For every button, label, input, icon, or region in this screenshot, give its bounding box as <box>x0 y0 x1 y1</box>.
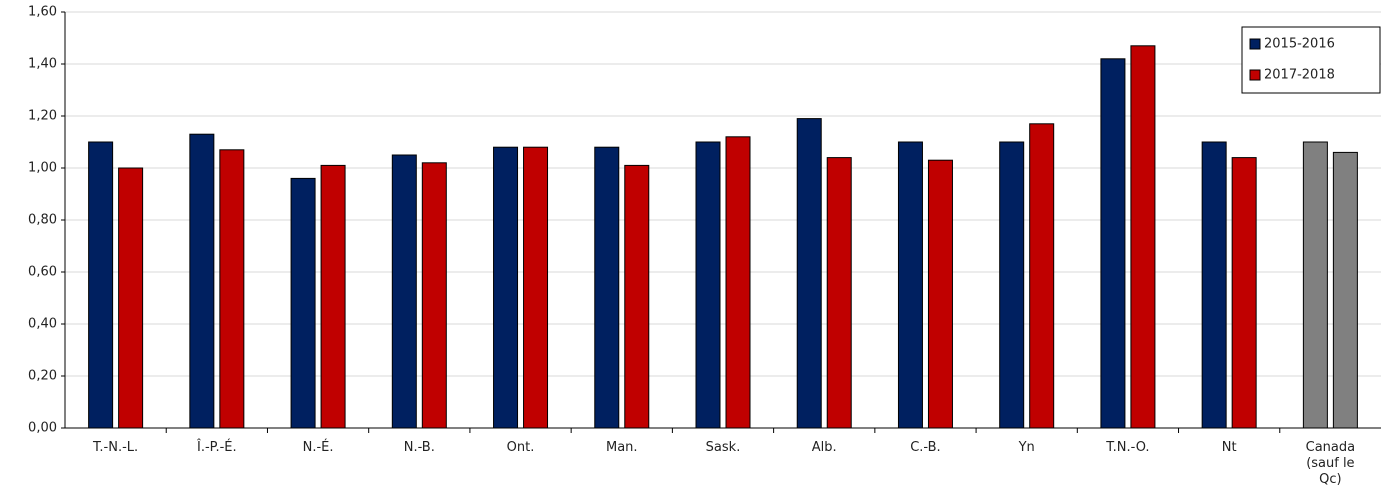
bar <box>391 154 417 429</box>
legend-swatch <box>1249 38 1261 50</box>
bar <box>927 159 953 429</box>
y-tick-label: 0,00 <box>28 421 57 436</box>
x-tick-label: T.N.-O. <box>1106 440 1150 455</box>
bar <box>796 118 822 429</box>
bar <box>1302 141 1328 429</box>
bar <box>897 141 923 429</box>
bar <box>1231 157 1257 429</box>
legend-swatch <box>1249 69 1261 81</box>
bar <box>118 167 144 429</box>
bar <box>219 149 245 429</box>
y-tick-label: 0,80 <box>28 213 57 228</box>
x-tick-label: N.-B. <box>403 440 435 455</box>
bar <box>1029 123 1055 429</box>
bar <box>725 136 751 429</box>
x-tick-label: Ont. <box>506 440 535 455</box>
legend-label: 2017-2018 <box>1264 68 1335 83</box>
y-tick-label: 1,60 <box>28 5 57 20</box>
x-tick-label: N.-É. <box>302 440 334 455</box>
x-tick-label: Yn <box>1018 440 1035 455</box>
y-tick-label: 1,00 <box>28 161 57 176</box>
bar <box>826 157 852 429</box>
bar <box>999 141 1025 429</box>
x-tick-label: Man. <box>605 440 638 455</box>
x-tick-label: Alb. <box>811 440 837 455</box>
legend-box <box>1241 26 1381 94</box>
bar <box>695 141 721 429</box>
bar <box>1201 141 1227 429</box>
bar <box>493 146 519 429</box>
bar <box>421 162 447 429</box>
y-tick-label: 1,40 <box>28 57 57 72</box>
bar <box>320 164 346 429</box>
legend-label: 2015-2016 <box>1264 37 1335 52</box>
bar <box>88 141 114 429</box>
bar <box>523 146 549 429</box>
bar <box>1130 45 1156 429</box>
x-tick-label: Canada (sauf le Qc) <box>1305 440 1356 487</box>
y-tick-label: 0,40 <box>28 317 57 332</box>
bar <box>624 164 650 429</box>
x-tick-label: Î.-P.-É. <box>197 440 237 455</box>
x-tick-label: Sask. <box>705 440 741 455</box>
x-tick-label: Nt <box>1221 440 1237 455</box>
y-tick-label: 1,20 <box>28 109 57 124</box>
bar <box>594 146 620 429</box>
y-tick-label: 0,20 <box>28 369 57 384</box>
x-tick-label: T.-N.-L. <box>93 440 139 455</box>
y-tick-label: 0,60 <box>28 265 57 280</box>
x-tick-label: C.-B. <box>910 440 941 455</box>
bar <box>1332 151 1358 429</box>
bar <box>1100 58 1126 429</box>
bar <box>290 177 316 429</box>
bar <box>189 133 215 429</box>
